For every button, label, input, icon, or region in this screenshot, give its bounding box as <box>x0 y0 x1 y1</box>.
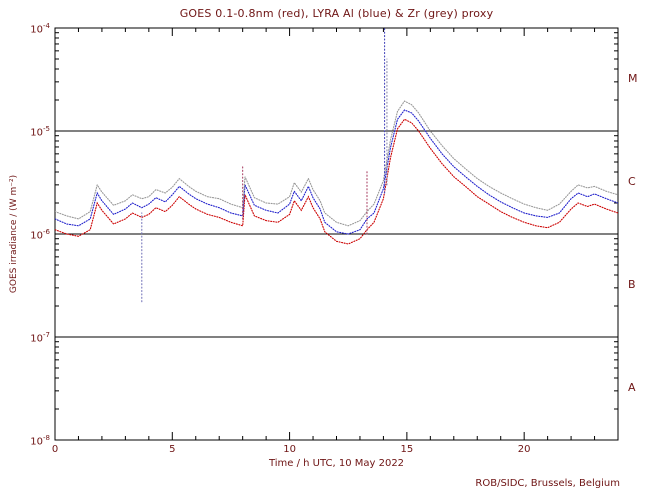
flare-class-label-a: A <box>628 380 636 394</box>
y-tick-label: 10-5 <box>30 125 50 139</box>
plot-frame <box>54 27 619 441</box>
credit-text: ROB/SIDC, Brussels, Belgium <box>475 478 620 489</box>
x-tick-label: 15 <box>400 444 414 455</box>
x-axis-title: Time / h UTC, 10 May 2022 <box>268 458 405 469</box>
y-tick-label: 10-4 <box>30 22 50 36</box>
x-tick-label: 10 <box>283 444 296 455</box>
y-tick-label: 10-6 <box>30 228 50 242</box>
plot-title: GOES 0.1-0.8nm (red), LYRA Al (blue) & Z… <box>179 7 494 20</box>
series-lyra-zr-proxy <box>55 100 618 227</box>
series-lyra-al-proxy <box>55 109 618 235</box>
x-tick-label: 5 <box>169 444 176 455</box>
x-tick-label: 20 <box>517 444 531 455</box>
series-goes-0-1-0-8nm <box>55 118 618 245</box>
x-tick-label: 0 <box>51 444 59 455</box>
y-tick-label: 10-8 <box>30 434 50 448</box>
y-tick-label: 10-7 <box>30 331 50 345</box>
flare-class-label-b: B <box>628 277 636 291</box>
flare-class-label-m: M <box>628 71 638 85</box>
flare-class-label-c: C <box>628 174 636 188</box>
data-series-group <box>55 28 618 303</box>
